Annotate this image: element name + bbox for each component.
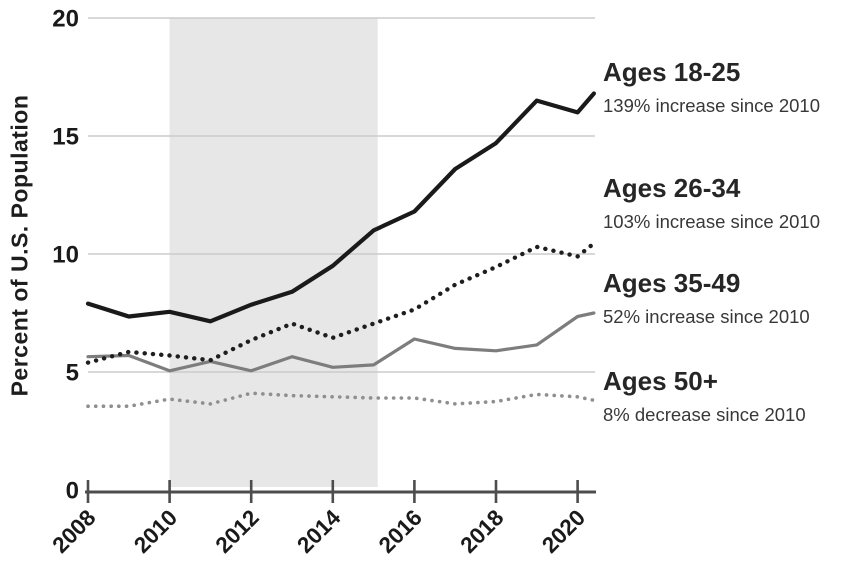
legend-ages-18-25-name: Ages 18-25 — [603, 57, 741, 87]
highlight-band-2010-2015 — [169, 18, 378, 487]
legend-ages-35-49-annotation: 52% increase since 2010 — [603, 306, 810, 328]
x-tick-label-2010: 2010 — [129, 505, 182, 558]
legend-ages-50-plus-annotation: 8% decrease since 2010 — [603, 404, 806, 426]
y-axis-title: Percent of U.S. Population — [6, 94, 33, 397]
y-tick-label-15: 15 — [52, 124, 79, 151]
legend-ages-26-34-annotation: 103% increase since 2010 — [603, 211, 821, 233]
x-tick-label-2012: 2012 — [211, 505, 264, 558]
legend-ages-50-plus-name: Ages 50+ — [603, 366, 718, 396]
legend-ages-35-49: Ages 35-49 52% increase since 2010 — [603, 268, 810, 328]
y-tick-label-0: 0 — [66, 478, 79, 505]
legend-ages-26-34-name: Ages 26-34 — [603, 173, 741, 203]
legend-ages-18-25: Ages 18-25 139% increase since 2010 — [603, 57, 821, 117]
legend-ages-35-49-name: Ages 35-49 — [603, 268, 741, 298]
line-ages-26-34 — [85, 241, 597, 365]
legend-ages-50-plus: Ages 50+ 8% decrease since 2010 — [603, 366, 806, 426]
y-tick-label-10: 10 — [52, 242, 79, 269]
x-tick-label-2014: 2014 — [292, 505, 345, 558]
legend-ages-26-34: Ages 26-34 103% increase since 2010 — [603, 173, 821, 233]
y-tick-label-5: 5 — [66, 360, 79, 387]
x-tick-label-2018: 2018 — [455, 505, 508, 558]
line-ages-18-25 — [85, 91, 597, 324]
x-tick-label-2008: 2008 — [47, 505, 100, 558]
line-ages-35-49 — [86, 311, 596, 373]
x-tick-label-2020: 2020 — [537, 505, 590, 558]
line-ages-50- — [86, 391, 596, 409]
x-tick-label-2016: 2016 — [374, 505, 427, 558]
y-tick-label-20: 20 — [52, 6, 79, 33]
legend-ages-18-25-annotation: 139% increase since 2010 — [603, 95, 821, 117]
